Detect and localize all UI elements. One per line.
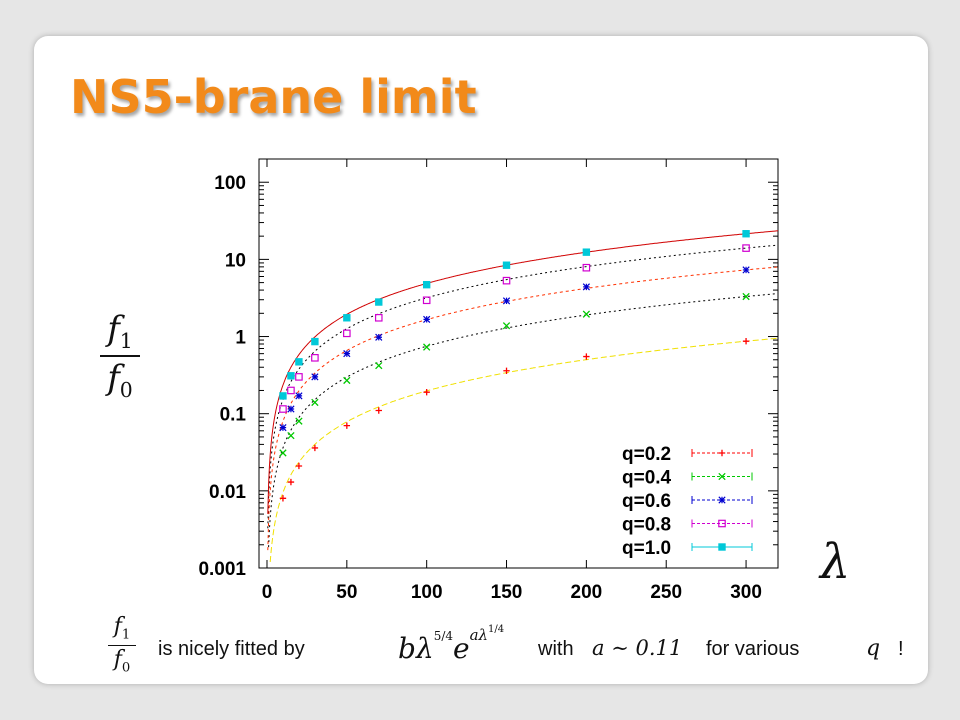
data-point: [582, 263, 591, 272]
legend-label: q=1.0: [622, 538, 671, 559]
data-point: [742, 338, 750, 345]
caption-text-fitted: is nicely fitted by: [158, 638, 305, 660]
data-point: [295, 373, 303, 381]
data-point: [343, 350, 351, 358]
y-tick-label: 10: [225, 250, 246, 271]
caption-condition: a ∼ 0.11: [592, 636, 683, 660]
data-point: [582, 310, 591, 318]
y-axis-label: f1 f0: [100, 312, 140, 400]
data-point: [502, 322, 511, 330]
y-tick-label: 100: [214, 173, 246, 194]
x-tick-label: 250: [650, 582, 682, 603]
data-point: [287, 431, 295, 440]
data-point: [582, 248, 591, 256]
legend-marker: [718, 496, 726, 504]
data-point: [375, 333, 383, 341]
data-point: [423, 343, 431, 351]
y-label-fraction-bar: [100, 355, 140, 358]
x-tick-label: 50: [336, 582, 357, 603]
plot-frame: [258, 158, 779, 569]
data-point: [502, 276, 511, 285]
x-tick-label: 300: [730, 582, 762, 603]
fit-curve: [267, 266, 778, 551]
caption-frac-denominator: f0: [113, 647, 131, 676]
data-point: [343, 314, 351, 322]
data-point: [375, 407, 382, 414]
data-point: [502, 297, 511, 305]
data-point: [279, 392, 287, 400]
caption-frac-numerator: f1: [113, 614, 131, 643]
data-point: [582, 283, 590, 291]
data-point: [311, 398, 319, 407]
data-point: [279, 449, 287, 457]
x-tick-label: 0: [262, 582, 273, 603]
data-point: [502, 261, 511, 269]
data-point: [287, 372, 295, 380]
legend-label: q=0.4: [622, 468, 672, 489]
fit-curve: [268, 293, 778, 548]
y-label-denominator: f0: [107, 358, 133, 402]
caption-formula: bλ5/4eaλ1/4: [398, 624, 505, 665]
data-point: [287, 478, 295, 486]
data-point: [287, 405, 295, 413]
fit-curve: [267, 230, 779, 514]
legend-label: q=0.2: [622, 444, 671, 465]
legend-label: q=0.8: [622, 515, 671, 536]
data-point: [295, 358, 303, 366]
data-point: [422, 296, 431, 305]
data-point: [503, 367, 510, 374]
y-tick-label: 1: [235, 328, 246, 349]
x-tick-label: 200: [571, 582, 603, 603]
data-point: [279, 495, 287, 502]
caption-frac-bar: [108, 644, 136, 647]
caption-fraction: f1 f0: [108, 616, 136, 675]
caption-variable-q: q: [866, 636, 881, 661]
x-tick-label: 150: [491, 582, 523, 603]
data-point: [343, 376, 351, 385]
data-point: [311, 373, 319, 381]
data-point: [311, 444, 319, 452]
x-axis-label: λ: [820, 534, 851, 590]
fit-curve: [267, 244, 778, 529]
y-label-numerator: f1: [107, 309, 133, 353]
data-point: [423, 315, 431, 323]
data-point: [295, 462, 303, 470]
data-point: [423, 388, 430, 396]
legend-marker: [718, 449, 726, 457]
data-point: [311, 354, 319, 362]
data-point: [742, 230, 750, 238]
fit-curve: [269, 337, 779, 563]
data-point: [287, 386, 295, 395]
data-point: [742, 244, 750, 252]
x-tick-label: 100: [411, 582, 443, 603]
legend-marker: [718, 543, 726, 551]
data-point: [422, 280, 431, 289]
caption-text-with: with: [538, 638, 574, 660]
data-point: [742, 292, 750, 301]
legend-marker: [718, 472, 726, 481]
slide-title: NS5-brane limit: [70, 70, 477, 124]
slide-frame: [34, 36, 928, 684]
data-point: [742, 266, 750, 274]
caption-text-exclaim: !: [898, 638, 904, 660]
data-point: [375, 298, 383, 306]
caption-text-various: for various: [706, 638, 800, 660]
legend-label: q=0.6: [622, 491, 671, 512]
data-point: [279, 405, 287, 413]
data-point: [583, 353, 590, 360]
data-point: [374, 313, 383, 322]
y-tick-label: 0.01: [209, 482, 246, 503]
data-point: [375, 361, 383, 370]
data-point: [279, 423, 287, 432]
legend-marker: [718, 519, 726, 528]
data-point: [295, 392, 303, 400]
data-point: [295, 417, 303, 425]
data-point: [343, 422, 351, 429]
y-tick-label: 0.001: [198, 559, 246, 580]
data-point: [311, 337, 319, 346]
data-point: [343, 329, 351, 338]
y-tick-label: 0.1: [220, 405, 247, 426]
